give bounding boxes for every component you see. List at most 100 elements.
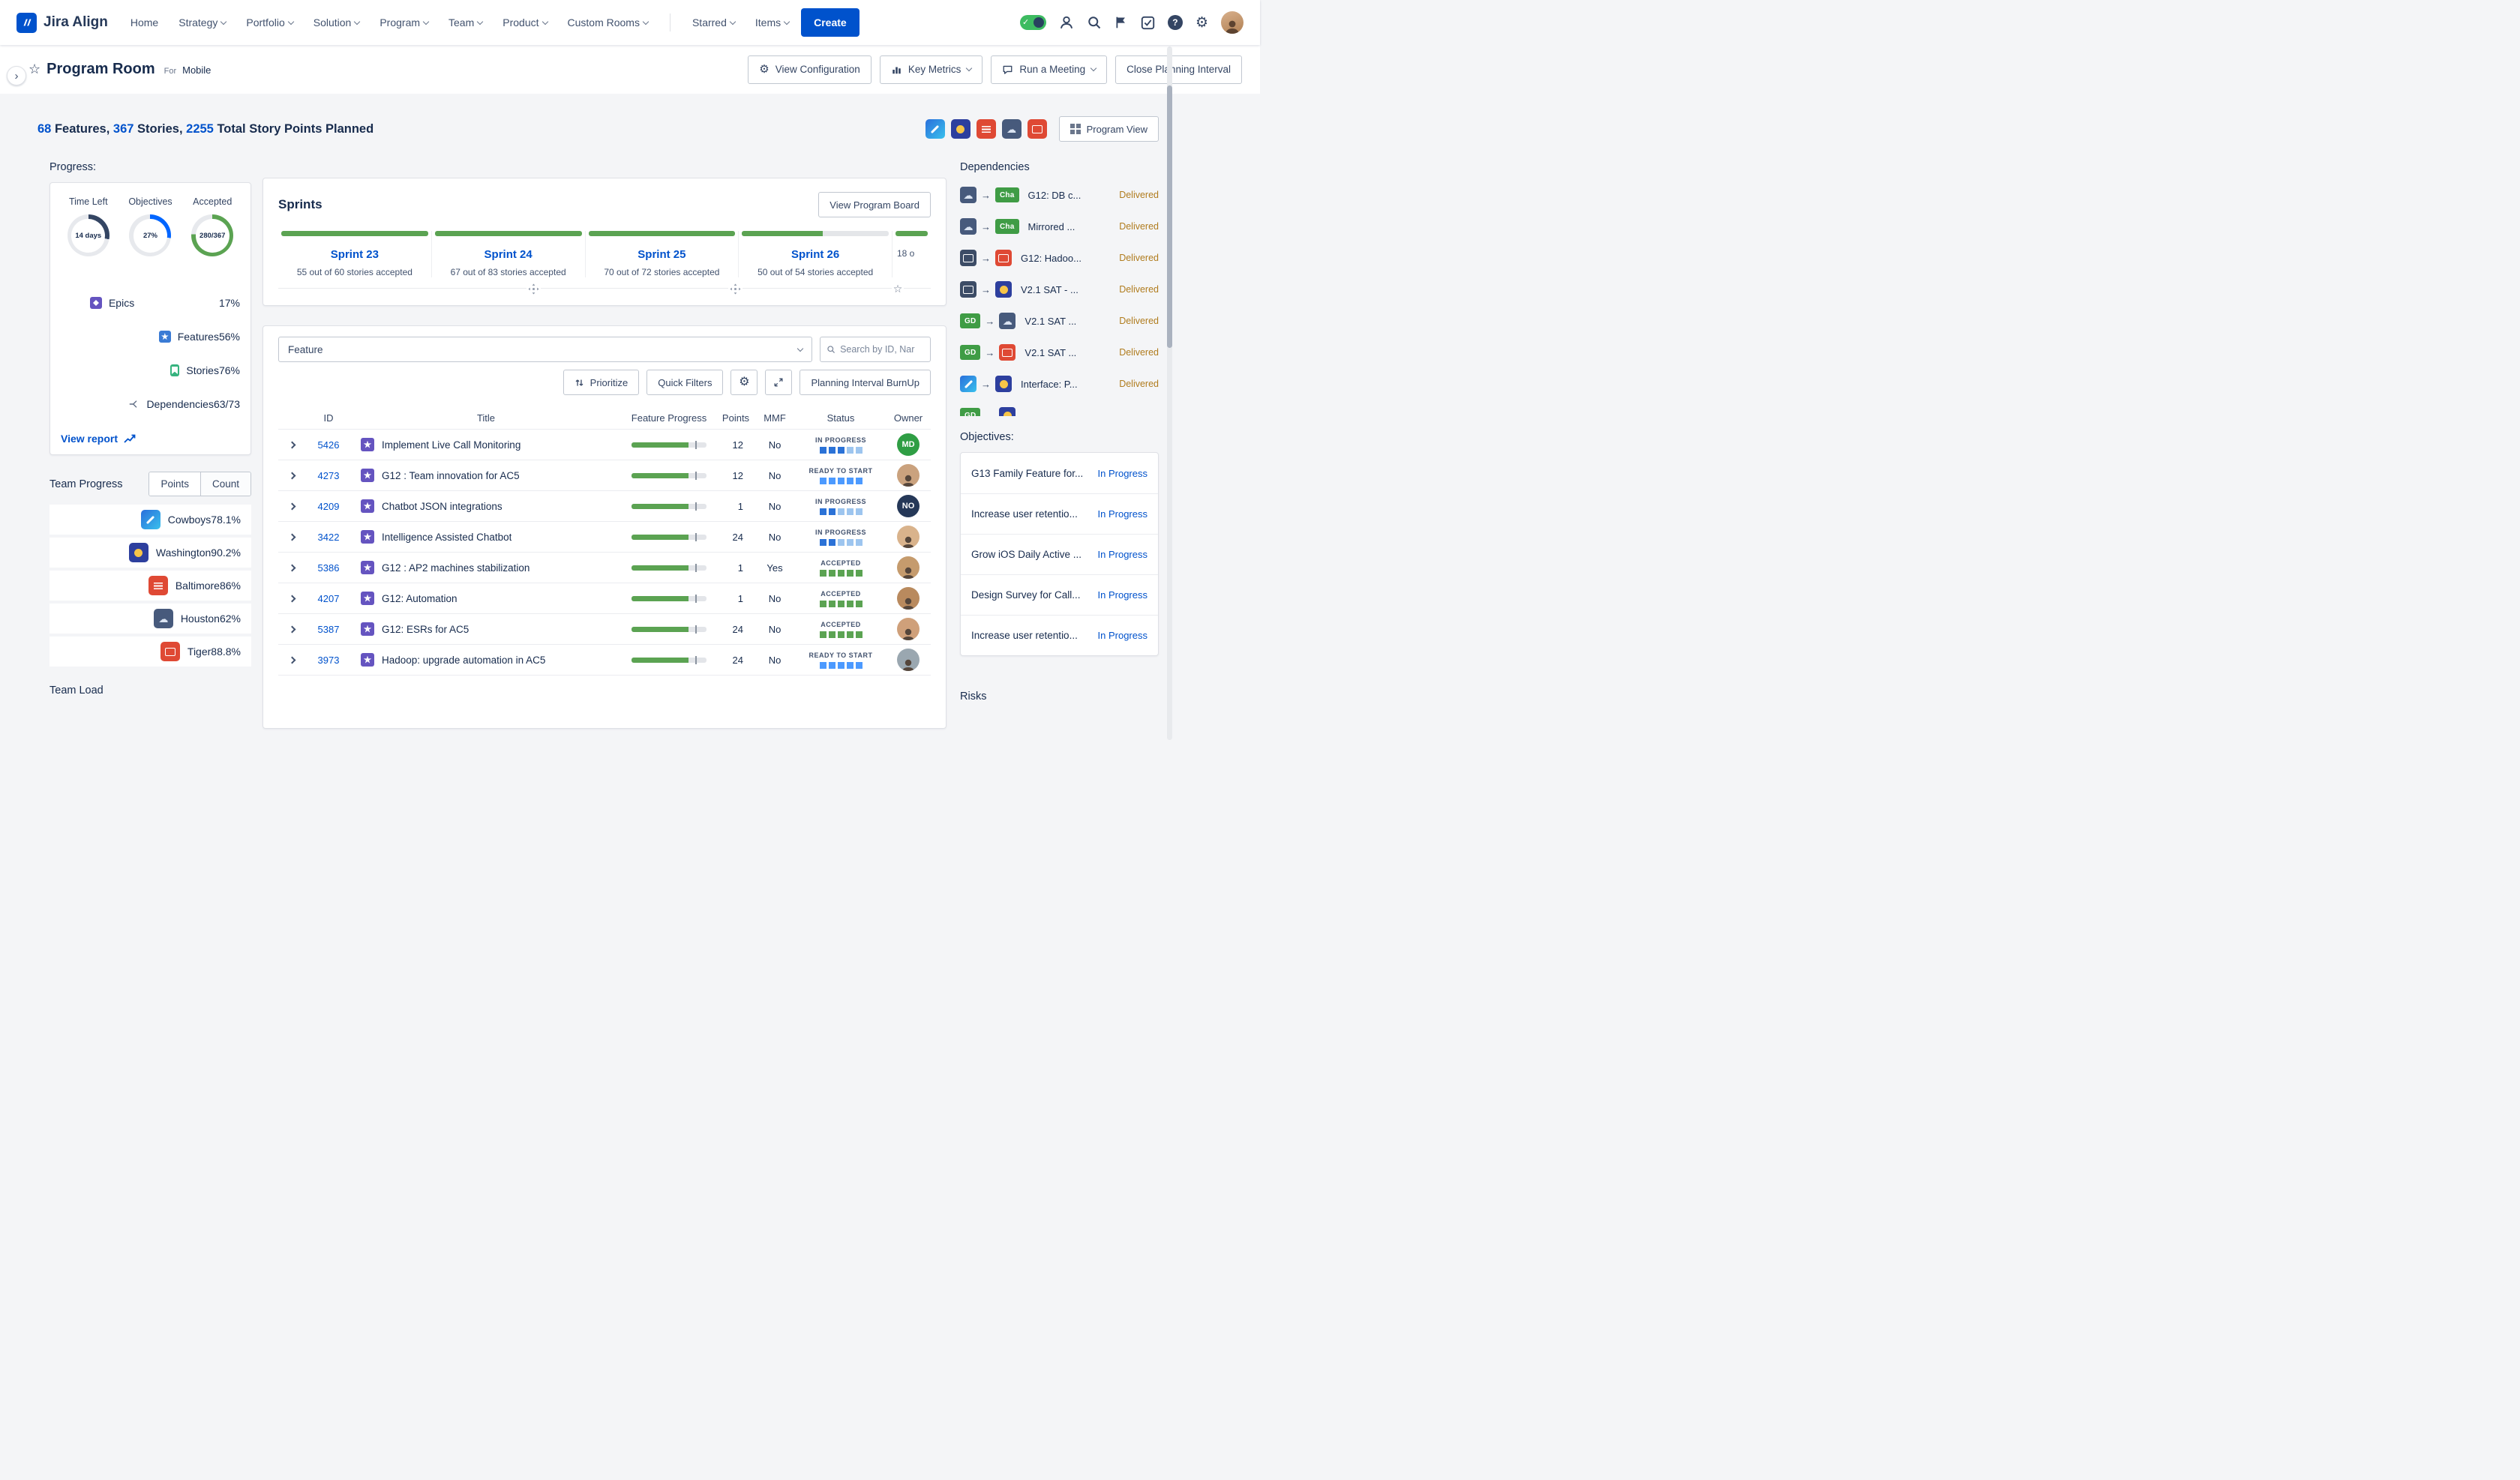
feature-id-link[interactable]: 5426 [317, 439, 340, 451]
team-row-cowboys[interactable]: Cowboys 78.1% [50, 505, 251, 535]
owner-avatar[interactable]: MD [897, 433, 920, 456]
sprint-name-link[interactable]: Sprint 25 [638, 248, 686, 261]
team-avatar-houston[interactable] [1001, 119, 1022, 139]
scrollbar-thumb[interactable] [1167, 85, 1172, 348]
nav-item-solution[interactable]: Solution [314, 16, 361, 28]
user-avatar[interactable] [1221, 11, 1244, 34]
view-report-link[interactable]: View report [50, 423, 250, 454]
nav-item-program[interactable]: Program [380, 16, 430, 28]
team-row-washington[interactable]: Washington 90.2% [50, 538, 251, 568]
prioritize-button[interactable]: Prioritize [562, 370, 640, 395]
favorite-star-icon[interactable]: ☆ [28, 61, 41, 76]
count-toggle-button[interactable]: Count [200, 472, 250, 496]
dependency-row[interactable]: GD → V2.1 SAT ... Delivered [960, 308, 1159, 334]
owner-avatar[interactable] [897, 526, 920, 548]
flag-icon[interactable] [1114, 16, 1128, 29]
owner-avatar[interactable] [897, 556, 920, 579]
owner-avatar[interactable] [897, 464, 920, 487]
sidebar-expand-button[interactable]: › [7, 66, 26, 85]
dependency-row[interactable]: → Cha G12: DB c... Delivered [960, 182, 1159, 208]
team-avatar-baltimore[interactable] [976, 119, 996, 139]
status-toggle-icon[interactable]: ✓ [1019, 15, 1046, 30]
feature-row[interactable]: 3973 Hadoop: upgrade automation in AC5 2… [278, 645, 931, 676]
expand-row-icon[interactable] [278, 595, 305, 602]
settings-gear-icon[interactable]: ⚙ [1195, 14, 1208, 31]
search-icon[interactable] [1087, 15, 1102, 30]
nav-item-product[interactable]: Product [502, 16, 548, 28]
feature-id-link[interactable]: 3422 [317, 531, 340, 543]
feature-row-partial[interactable] [278, 676, 931, 728]
progress-item-dependencies[interactable]: Dependencies 63/73 [50, 389, 250, 419]
create-button[interactable]: Create [801, 8, 860, 37]
col-title[interactable]: Title [476, 412, 496, 424]
progress-item-stories[interactable]: Stories 76% [50, 355, 250, 385]
feature-row[interactable]: 4209 Chatbot JSON integrations 1 No IN P… [278, 491, 931, 522]
feature-row[interactable]: 5387 G12: ESRs for AC5 24 No ACCEPTED [278, 614, 931, 645]
sprint-name-link[interactable]: Sprint 24 [484, 248, 532, 261]
tasks-checkbox-icon[interactable] [1141, 16, 1155, 30]
owner-avatar[interactable]: NO [897, 495, 920, 517]
team-avatar-cowboys[interactable] [925, 119, 945, 139]
expand-row-icon[interactable] [278, 502, 305, 510]
team-avatar-tiger[interactable] [1027, 119, 1047, 139]
app-logo[interactable]: Jira Align [16, 12, 108, 33]
team-avatar-washington[interactable] [950, 119, 970, 139]
view-program-board-button[interactable]: View Program Board [818, 192, 931, 217]
expand-table-button[interactable] [765, 370, 793, 395]
owner-avatar[interactable] [897, 649, 920, 671]
feature-id-link[interactable]: 5387 [317, 623, 340, 635]
expand-row-icon[interactable] [278, 472, 305, 479]
move-sprint-handle-icon[interactable] [526, 283, 541, 295]
feature-id-link[interactable]: 4207 [317, 592, 340, 604]
sprint-favorite-star-icon[interactable]: ☆ [891, 283, 904, 295]
nav-item-starred[interactable]: Starred [692, 16, 736, 28]
feature-id-link[interactable]: 5386 [317, 562, 340, 574]
table-settings-button[interactable]: ⚙ [730, 370, 758, 395]
nav-item-team[interactable]: Team [448, 16, 484, 28]
run-a-meeting-button[interactable]: Run a Meeting [991, 55, 1108, 84]
item-type-dropdown[interactable]: Feature [278, 337, 812, 362]
expand-row-icon[interactable] [278, 625, 305, 633]
team-row-tiger[interactable]: Tiger 88.8% [50, 637, 251, 667]
team-row-baltimore[interactable]: Baltimore 86% [50, 571, 251, 601]
col-owner[interactable]: Owner [893, 412, 923, 424]
col-points[interactable]: Points [722, 412, 750, 424]
dependency-row[interactable]: → G12: Hadoo... Delivered [960, 245, 1159, 271]
feature-id-link[interactable]: 3973 [317, 654, 340, 666]
expand-row-icon[interactable] [278, 564, 305, 571]
nav-item-custom-rooms[interactable]: Custom Rooms [568, 16, 650, 28]
help-icon[interactable]: ? [1167, 15, 1183, 30]
objective-row[interactable]: G13 Family Feature for... In Progress [961, 453, 1158, 493]
progress-item-epics[interactable]: Epics 17% [50, 288, 250, 318]
dependency-row[interactable]: → Interface: P... Delivered [960, 371, 1159, 397]
close-planning-interval-button[interactable]: Close Planning Interval [1115, 55, 1242, 84]
nav-item-items[interactable]: Items [755, 16, 790, 28]
feature-row[interactable]: 5386 G12 : AP2 machines stabilization 1 … [278, 553, 931, 583]
program-view-button[interactable]: Program View [1058, 116, 1159, 142]
col-mmf[interactable]: MMF [764, 412, 786, 424]
team-row-houston[interactable]: Houston 62% [50, 604, 251, 634]
feature-id-link[interactable]: 4209 [317, 500, 340, 512]
col-status[interactable]: Status [826, 412, 855, 424]
nav-item-home[interactable]: Home [130, 16, 158, 28]
quick-filters-button[interactable]: Quick Filters [646, 370, 724, 395]
feature-search-input[interactable] [840, 344, 924, 355]
objective-row[interactable]: Increase user retentio... In Progress [961, 615, 1158, 655]
profile-icon[interactable] [1059, 15, 1074, 30]
col-id[interactable]: ID [323, 412, 334, 424]
progress-item-features[interactable]: Features 56% [50, 322, 250, 352]
move-sprint-handle-icon[interactable] [728, 283, 743, 295]
expand-row-icon[interactable] [278, 441, 305, 448]
feature-id-link[interactable]: 4273 [317, 469, 340, 481]
feature-row[interactable]: 4207 G12: Automation 1 No ACCEPTED [278, 583, 931, 614]
points-toggle-button[interactable]: Points [149, 472, 200, 496]
nav-item-portfolio[interactable]: Portfolio [246, 16, 294, 28]
pi-burnup-button[interactable]: Planning Interval BurnUp [800, 370, 931, 395]
feature-row[interactable]: 3422 Intelligence Assisted Chatbot 24 No… [278, 522, 931, 553]
key-metrics-button[interactable]: Key Metrics [879, 55, 983, 84]
vertical-scrollbar[interactable] [1167, 46, 1172, 740]
sprint-name-link[interactable]: Sprint 23 [330, 248, 379, 261]
view-configuration-button[interactable]: ⚙ View Configuration [748, 55, 872, 84]
expand-row-icon[interactable] [278, 656, 305, 664]
program-context[interactable]: Mobile [182, 64, 212, 76]
